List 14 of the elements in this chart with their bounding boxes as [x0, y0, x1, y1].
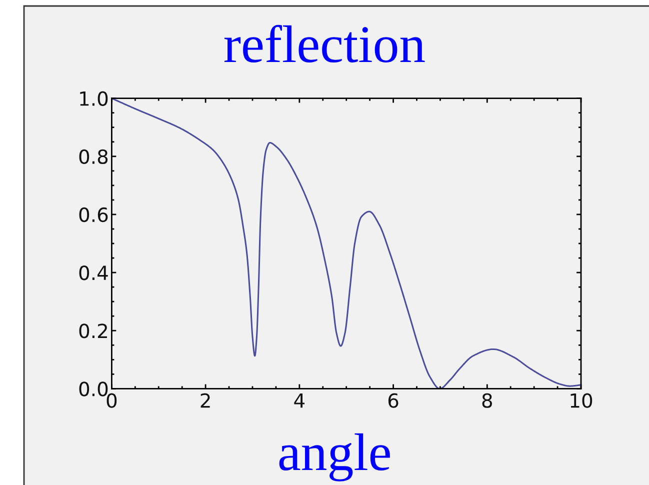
y-tick-label: 0.4	[79, 265, 108, 280]
x-tick-label: 2	[200, 393, 210, 408]
x-tick-label: 6	[388, 393, 398, 408]
y-tick-label: 0.8	[79, 149, 108, 164]
x-tick-label: 8	[482, 393, 492, 408]
x-tick-label: 0	[106, 393, 117, 408]
y-tick-label: 0.0	[79, 382, 108, 396]
y-tick-label: 0.2	[79, 324, 107, 338]
chart-title: reflection	[224, 24, 425, 63]
x-tick-label: 10	[570, 393, 592, 408]
x-tick-label: 4	[294, 393, 305, 408]
x-axis-title: angle	[279, 433, 390, 482]
y-tick-label: 1.0	[80, 91, 108, 106]
y-tick-label: 0.6	[79, 207, 108, 222]
